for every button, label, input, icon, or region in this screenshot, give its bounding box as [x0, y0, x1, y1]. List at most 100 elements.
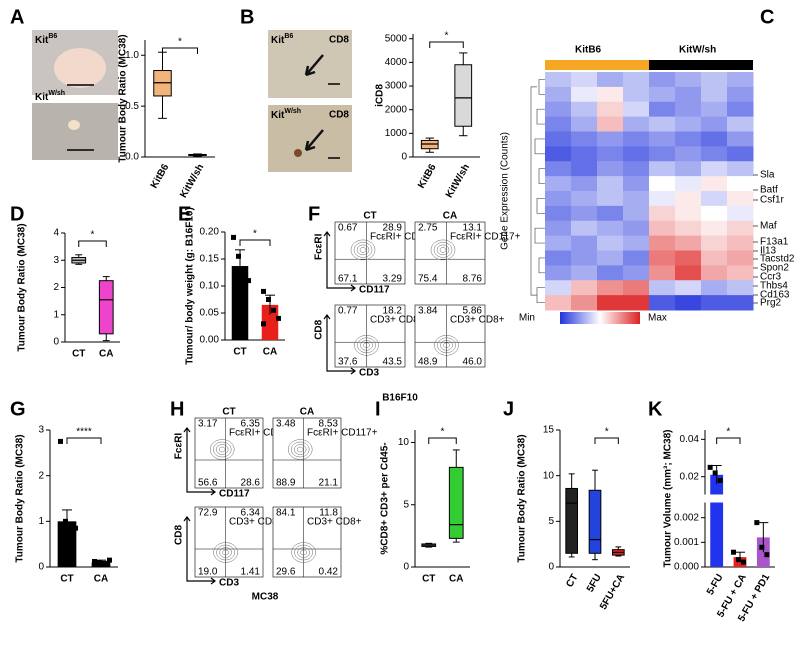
heatmap-cell: [701, 146, 728, 162]
panel-letter: C: [760, 6, 774, 28]
heatmap-cell: [545, 250, 572, 266]
axis-arrow: [183, 516, 216, 585]
heatmap-cell: [727, 265, 754, 281]
gene-label: Tacstd2: [760, 254, 794, 265]
contour: [300, 549, 307, 556]
y-tick-label: 2000: [385, 104, 408, 115]
panel-letter: B: [240, 6, 254, 28]
label-base: Kit: [35, 92, 49, 103]
contour: [433, 242, 453, 258]
heatmap-cell: [623, 205, 650, 222]
y-tick-label: 2: [38, 470, 44, 481]
label-sup: B6: [48, 33, 57, 40]
y-axis-label: %CD8+ CD3+ per Cd45-: [380, 442, 391, 554]
heatmap-cell: [545, 86, 572, 103]
x-tick-label: KitW/sh: [178, 162, 206, 200]
heatmap-cell: [597, 205, 624, 222]
y-tick-label: 0.04: [680, 434, 700, 445]
contour: [213, 542, 238, 563]
point: [759, 544, 765, 550]
y-tick-label: 0: [401, 152, 407, 163]
heatmap-cell: [649, 161, 676, 177]
dendrogram: [534, 138, 545, 155]
heatmap-cell: [545, 191, 572, 207]
heatmap-cell: [701, 191, 728, 207]
heatmap-cell: [571, 101, 598, 118]
heatmap-cell: [545, 235, 572, 251]
contour: [291, 542, 316, 563]
column-label: CT: [363, 211, 376, 222]
heatmap-cell: [727, 72, 754, 88]
flow-y-label: FcεRI: [174, 433, 185, 460]
significance-bracket: [429, 41, 464, 48]
gate-label: FcεRI+ CD117+: [370, 232, 441, 243]
dendrogram: [538, 79, 545, 95]
gate-label: CD3+ CD8+: [370, 315, 425, 326]
heatmap-cell: [597, 235, 624, 251]
flow-x-label: CD117: [219, 489, 250, 500]
y-tick-label: 3: [53, 255, 59, 266]
label-base: Kit: [271, 35, 285, 46]
dendrogram: [534, 227, 545, 244]
heatmap-cell: [623, 176, 650, 192]
photo: [32, 103, 118, 160]
legend-gradient: [560, 312, 640, 324]
x-tick-label: 5-FU: [705, 572, 726, 597]
heatmap-cell: [701, 131, 728, 147]
y-axis-label: Tumour Body Ratio (MC38): [118, 34, 129, 162]
heatmap-cell: [649, 116, 676, 132]
heatmap-cell: [597, 191, 624, 207]
y-tick-label: 1.0: [125, 50, 139, 61]
label-sup: W/sh: [48, 90, 65, 97]
contour: [437, 337, 456, 354]
contour: [293, 444, 307, 455]
contour: [354, 335, 379, 356]
point: [266, 297, 271, 302]
heatmap-cell: [571, 220, 598, 237]
heatmap-cell: [701, 280, 728, 296]
heatmap-cell: [623, 161, 650, 177]
contour: [353, 242, 373, 258]
significance-label: *: [91, 230, 95, 241]
heatmap-cell: [701, 295, 728, 311]
axis-arrow: [323, 231, 356, 292]
heatmap-cell: [701, 86, 728, 103]
heatmap-cell: [545, 220, 572, 237]
flow-plot: [194, 506, 264, 578]
x-tick-label: CT: [72, 349, 85, 360]
heatmap-cell: [597, 101, 624, 118]
heatmap-cell: [727, 86, 754, 103]
gate-label: FcεRI+ CD117+: [307, 428, 378, 439]
gate-label: CD3+ CD8+: [450, 315, 505, 326]
quadrant-value: 3.48: [276, 419, 296, 430]
tumour: [54, 48, 106, 88]
arrow: [304, 54, 324, 77]
point: [261, 288, 266, 294]
quadrant-value: 2.75: [418, 223, 438, 234]
point: [261, 321, 266, 327]
photo: [268, 30, 352, 98]
panel-letter: I: [375, 398, 381, 420]
heatmap-cell: [649, 131, 676, 147]
photo-label: KitW/sh: [35, 90, 65, 103]
point: [102, 560, 107, 566]
heatmap-cell: [675, 86, 702, 103]
quadrant-value: 48.9: [418, 357, 438, 368]
quadrant-value: 8.76: [463, 274, 483, 285]
quadrant-value: 1.41: [241, 567, 261, 578]
contour: [216, 544, 235, 561]
gene-label: F13a1: [760, 237, 789, 248]
y-tick-label: 0.001: [674, 537, 699, 548]
y-axis-label: Gene Expression (Counts): [500, 132, 511, 250]
heatmap-cell: [545, 265, 572, 281]
heatmap-cell: [623, 220, 650, 237]
gene-label: Il13: [760, 246, 777, 257]
point: [712, 470, 718, 476]
quadrant-value: 21.1: [319, 478, 339, 489]
heatmap-cell: [597, 161, 624, 177]
heatmap-cell: [727, 161, 754, 177]
heatmap-cell: [545, 146, 572, 162]
heatmap-cell: [701, 101, 728, 118]
photo-label: KitB6: [35, 33, 57, 46]
